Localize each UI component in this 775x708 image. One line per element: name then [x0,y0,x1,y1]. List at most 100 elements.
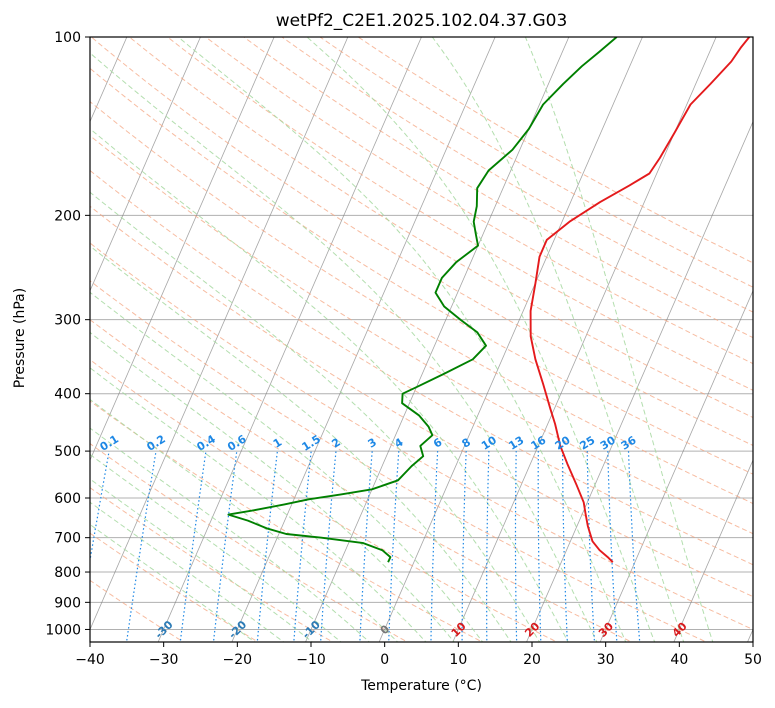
moist-adiabat [90,191,541,642]
mixing-ratio-label: 36 [619,433,639,452]
dry-adiabat [90,169,753,566]
dry-adiabat [90,205,753,598]
dry-adiabat-label: 40 [670,620,690,640]
temperature-line [529,37,751,563]
dry-adiabat-label: 10 [449,620,469,640]
y-tick-label: 700 [54,531,81,547]
dry-adiabat [90,135,753,535]
moist-adiabat [90,523,256,642]
dry-adiabat-label: -10 [300,618,323,641]
moist-adiabat [90,501,285,642]
isotherm-line [599,289,753,642]
mixing-ratio-label: 8 [460,436,473,451]
dry-adiabat [242,37,753,339]
isotherm-line [90,37,275,462]
mixing-ratio-line [179,451,207,642]
dry-adiabat [90,532,260,642]
plot-frame [89,36,754,643]
x-tick-label: −40 [75,652,105,668]
chart-title: wetPf2_C2E1.2025.102.04.37.G03 [275,11,568,31]
mixing-ratio-line [514,451,518,642]
dry-adiabat [90,443,409,642]
moist-adiabat [90,478,314,642]
dry-adiabat-label: -30 [152,618,175,641]
isotherm-line [231,37,496,642]
mixing-ratio-label: 3 [366,436,379,451]
mixing-ratio-label: 0.6 [225,432,249,454]
dry-adiabat-label: 20 [522,620,542,640]
dry-adiabat-label: -20 [226,618,249,641]
dry-adiabat [90,280,708,642]
mixing-ratio-label: 13 [506,434,526,453]
mixing-ratio-line [212,451,238,642]
isotherm-line [673,459,753,642]
mixing-ratio-label: 16 [529,433,549,452]
dewpoint-line [227,37,618,563]
moist-adiabat [90,453,342,642]
moist-adiabat [90,291,484,642]
dry-adiabat [90,37,753,446]
y-tick-label: 800 [54,565,81,581]
y-tick-label: 500 [54,444,81,460]
isotherm-line [157,37,422,642]
dry-adiabat [90,100,753,505]
y-tick-label: 900 [54,595,81,611]
x-tick-label: −30 [149,652,179,668]
mixing-ratio-line [486,451,490,642]
x-tick-label: 20 [523,652,541,668]
x-tick-label: 10 [449,652,467,668]
moist-adiabat [177,37,627,642]
mixing-ratio-line [586,451,596,642]
dry-adiabat [90,400,484,642]
x-tick-label: 0 [380,652,389,668]
dry-adiabat [90,359,559,642]
moist-adiabat [90,331,455,642]
mixing-ratio-line [430,451,439,642]
mixing-ratio-line [90,450,110,564]
dry-adiabat [357,37,753,264]
x-axis-label: Temperature (°C) [361,678,482,694]
mixing-ratio-line [562,451,569,642]
y-tick-label: 300 [54,313,81,329]
mixing-ratio-label: 10 [479,433,499,452]
x-tick-label: 40 [670,652,688,668]
mixing-ratio-line [537,451,542,642]
dry-adiabat [281,37,753,313]
mixing-ratio-label: 4 [392,435,406,450]
dry-adiabat-label: 30 [596,620,616,640]
isotherm-line [747,628,753,642]
isotherm-line [90,37,201,292]
dry-adiabat [90,67,753,475]
x-ticks: −40 −30 −20 −10 0 10 20 30 40 50 [75,642,762,668]
dry-adiabat [90,487,334,642]
y-tick-label: 400 [54,387,81,403]
isotherm-line [378,37,643,642]
moist-adiabat [524,37,714,642]
mixing-ratio-line [319,451,337,642]
mixing-ratio-line [627,451,641,642]
isotherm-line [526,120,753,642]
mixing-ratio-line [461,451,467,642]
isotherm-line [0,24,59,645]
mixing-ratio-line [607,451,618,642]
moist-adiabat [90,128,569,642]
mixing-ratio-line [388,451,400,642]
dry-adiabat [90,579,185,642]
dry-adiabat [90,242,753,630]
moist-adiabat [90,367,427,642]
x-tick-label: −20 [223,652,253,668]
dry-adiabat [319,37,753,288]
y-tick-label: 200 [54,208,81,224]
moist-adiabat [431,37,685,642]
isotherm-line [90,37,128,123]
y-tick-label: 100 [54,30,81,46]
profile-lines [227,37,751,563]
background-lines [0,24,753,645]
y-tick-label: 600 [54,491,81,507]
x-tick-label: 30 [597,652,615,668]
x-tick-label: −10 [296,652,326,668]
moist-adiabat [90,245,512,642]
y-tick-label: 1000 [45,622,81,638]
x-tick-label: 50 [744,652,762,668]
